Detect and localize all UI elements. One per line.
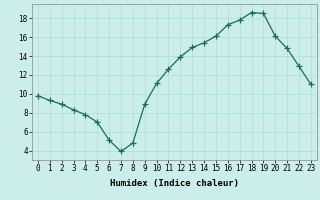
X-axis label: Humidex (Indice chaleur): Humidex (Indice chaleur) [110,179,239,188]
